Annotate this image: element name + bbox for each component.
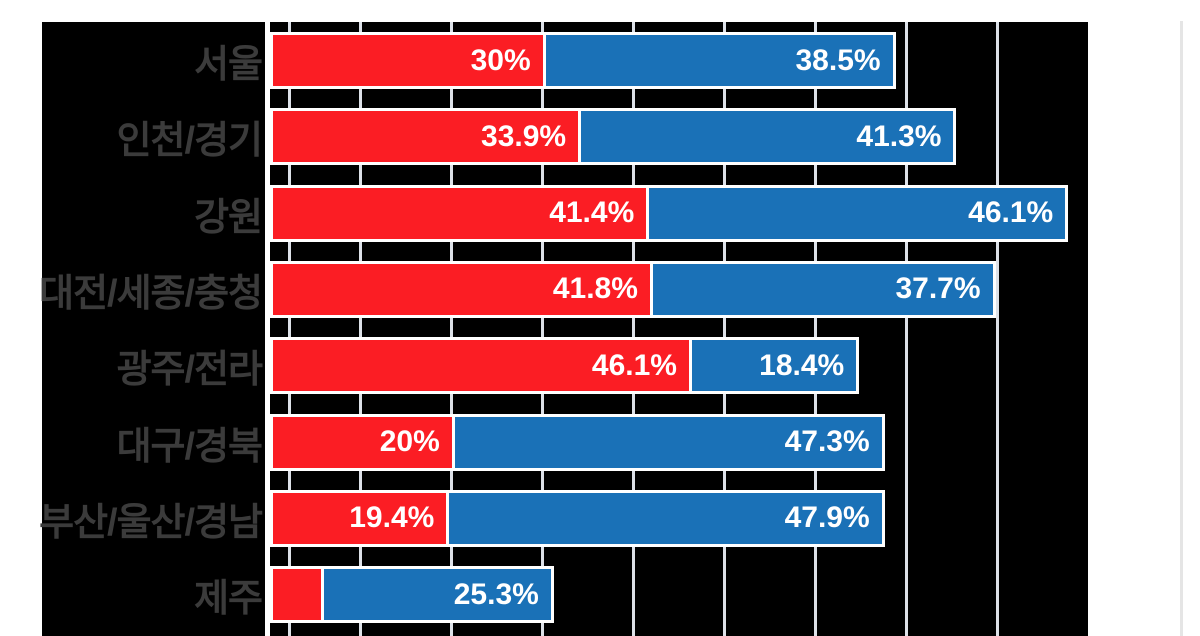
bar-row: 41.8% 37.7% [270, 260, 1088, 318]
bar-value-label: 41.4% [549, 196, 635, 230]
bar-value-label: 38.5% [795, 43, 881, 77]
region-label: 대구/경북 [116, 425, 263, 468]
region-label: 제주 [194, 578, 263, 621]
blue-series-segment: 47.3% [451, 413, 885, 471]
gridline [287, 22, 291, 636]
bar-row: 46.1% 18.4% [270, 337, 1088, 395]
blue-series-segment: 37.7% [649, 260, 996, 318]
bar-value-label: 46.1% [591, 348, 677, 382]
bar-row: 30% 38.5% [270, 32, 1088, 89]
bar-value-label: 41.3% [856, 119, 942, 153]
bar-row: 33.9% 41.3% [270, 108, 1088, 166]
gridline [995, 22, 999, 636]
region-label: 광주/전라 [116, 349, 263, 392]
bar-row: 5.6% 25.3% [270, 566, 1088, 624]
bar-value-label: 47.9% [784, 501, 870, 535]
red-series-segment: 41.4% [270, 184, 650, 242]
bar-value-label: 41.8% [552, 272, 638, 306]
gridline [541, 22, 545, 636]
bar-row: 19.4% 47.9% [270, 489, 1088, 547]
bar-value-label: 37.7% [895, 272, 981, 306]
blue-series-segment: 41.3% [578, 108, 957, 166]
bar-row: 20% 47.3% [270, 413, 1088, 471]
bar-value-label: 33.9% [481, 119, 567, 153]
red-series-segment: 19.4% [270, 489, 450, 547]
bar-value-label: 47.3% [784, 425, 870, 459]
gridline [632, 22, 636, 636]
red-series-segment: 46.1% [270, 337, 692, 395]
region-label: 강원 [194, 196, 263, 239]
red-series-segment: 20% [270, 413, 455, 471]
bar-value-label: 19.4% [349, 501, 435, 535]
gridline [450, 22, 454, 636]
region-label: 인천/경기 [116, 120, 263, 163]
bar-value-label: 25.3% [453, 577, 539, 611]
blue-series-segment: 18.4% [688, 337, 860, 395]
red-series-segment: 41.8% [270, 260, 653, 318]
gridline [904, 22, 908, 636]
red-series-segment: 33.9% [270, 108, 582, 166]
red-series-segment: 5.6% [270, 566, 401, 624]
blue-series-segment: 25.3% [320, 566, 554, 624]
gridline [813, 22, 817, 636]
right-scrollbar-track[interactable] [1180, 21, 1183, 636]
region-label: 서울 [194, 44, 263, 86]
red-series-segment: 30% [270, 32, 546, 89]
blue-series-segment: 38.5% [542, 32, 896, 89]
blue-series-segment: 46.1% [646, 184, 1069, 242]
bar-row: 41.4% 46.1% [270, 184, 1088, 242]
gridline [722, 22, 726, 636]
bar-value-label: 30% [470, 43, 531, 77]
bar-value-label: 18.4% [759, 348, 845, 382]
bar-value-label: 46.1% [968, 196, 1054, 230]
region-label: 부산/울산/경남 [39, 501, 263, 544]
region-label: 대전/세종/충청 [39, 272, 263, 315]
gridline [359, 22, 363, 636]
plot-area: 30% 38.5% 33.9% 41.3% 41.4% 46.1% 41.8% 37.7% 46… [270, 22, 1088, 636]
bar-value-label: 20% [379, 425, 440, 459]
blue-series-segment: 47.9% [446, 489, 885, 547]
